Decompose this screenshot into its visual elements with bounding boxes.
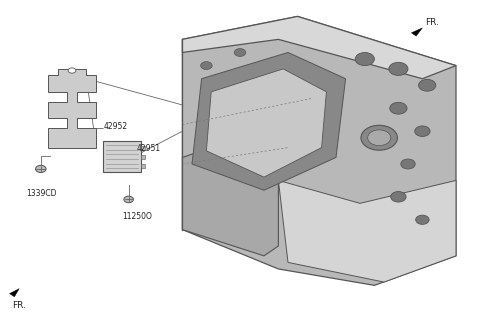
Circle shape [415, 126, 430, 136]
Circle shape [355, 52, 374, 66]
Polygon shape [182, 16, 456, 79]
Polygon shape [206, 69, 326, 177]
Circle shape [401, 159, 415, 169]
Circle shape [368, 130, 391, 146]
Circle shape [68, 68, 76, 73]
Circle shape [124, 196, 133, 203]
Text: 1339CD: 1339CD [26, 189, 57, 197]
Bar [141, 155, 145, 159]
Polygon shape [411, 28, 422, 36]
Circle shape [361, 125, 397, 150]
Polygon shape [278, 180, 456, 282]
Bar [141, 164, 145, 168]
Bar [141, 146, 145, 150]
Circle shape [416, 215, 429, 224]
Text: 42952: 42952 [103, 122, 127, 131]
Circle shape [390, 102, 407, 114]
Text: FR.: FR. [425, 18, 439, 27]
Polygon shape [182, 138, 278, 256]
Polygon shape [10, 289, 19, 297]
Circle shape [201, 62, 212, 70]
Text: FR.: FR. [12, 301, 26, 310]
Polygon shape [192, 52, 346, 190]
Text: 11250O: 11250O [122, 212, 152, 220]
Circle shape [234, 49, 246, 56]
Circle shape [391, 192, 406, 202]
Circle shape [389, 62, 408, 75]
Text: 42951: 42951 [137, 144, 161, 153]
Circle shape [36, 165, 46, 173]
Polygon shape [48, 69, 96, 148]
Circle shape [419, 79, 436, 91]
Polygon shape [182, 16, 456, 285]
Bar [103, 141, 141, 172]
